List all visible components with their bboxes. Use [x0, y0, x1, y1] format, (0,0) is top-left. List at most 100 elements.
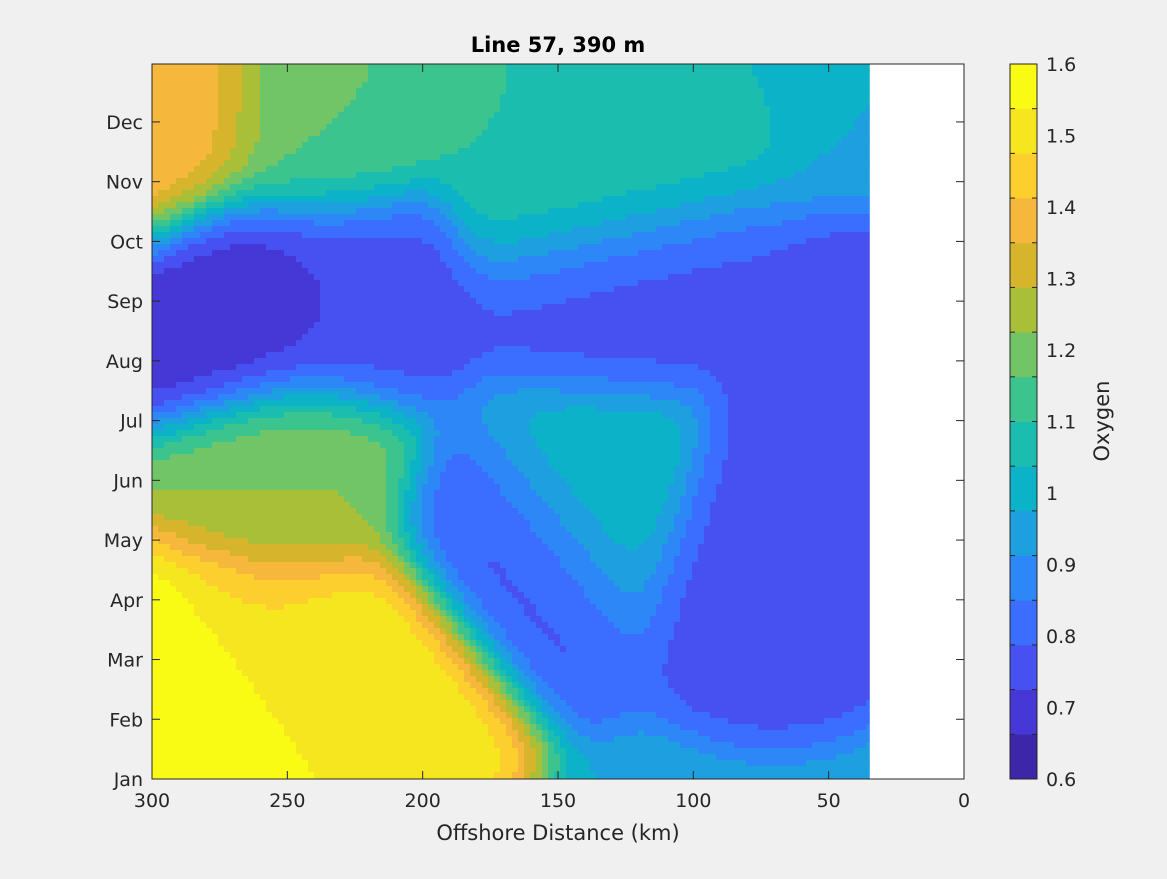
contour-cell — [698, 298, 705, 305]
contour-cell — [782, 202, 789, 209]
contour-cell — [566, 142, 573, 149]
contour-cell — [758, 88, 765, 95]
contour-cell — [356, 100, 363, 107]
contour-cell — [590, 142, 597, 149]
contour-cell — [428, 232, 435, 239]
contour-cell — [860, 250, 867, 257]
contour-cell — [416, 142, 423, 149]
contour-cell — [266, 310, 273, 317]
contour-cell — [764, 238, 771, 245]
contour-cell — [818, 220, 825, 227]
contour-cell — [572, 232, 579, 239]
contour-cell — [548, 184, 555, 191]
contour-cell — [338, 148, 345, 155]
contour-cell — [560, 286, 567, 293]
contour-cell — [656, 112, 663, 119]
contour-cell — [758, 280, 765, 287]
contour-cell — [680, 106, 687, 113]
contour-cell — [206, 88, 213, 95]
contour-cell — [776, 160, 783, 167]
contour-cell — [296, 172, 303, 179]
contour-cell — [524, 130, 531, 137]
contour-cell — [578, 280, 585, 287]
contour-cell — [260, 268, 267, 275]
contour-cell — [512, 178, 519, 185]
contour-cell — [806, 286, 813, 293]
contour-cell — [278, 118, 285, 125]
contour-cell — [638, 130, 645, 137]
contour-cell — [296, 106, 303, 113]
contour-cell — [728, 184, 735, 191]
contour-cell — [266, 256, 273, 263]
contour-cell — [368, 184, 375, 191]
contour-cell — [326, 256, 333, 263]
contour-cell — [500, 112, 507, 119]
contour-cell — [824, 304, 831, 311]
contour-cell — [218, 106, 225, 113]
contour-cell — [746, 82, 753, 89]
contour-cell — [770, 238, 777, 245]
contour-cell — [836, 190, 843, 197]
contour-cell — [326, 76, 333, 83]
contour-cell — [356, 184, 363, 191]
contour-cell — [596, 274, 603, 281]
contour-cell — [164, 244, 171, 251]
contour-cell — [482, 250, 489, 257]
contour-cell — [710, 214, 717, 221]
contour-cell — [530, 238, 537, 245]
contour-cell — [674, 214, 681, 221]
contour-cell — [572, 220, 579, 227]
contour-cell — [824, 238, 831, 245]
contour-cell — [170, 154, 177, 161]
contour-cell — [236, 88, 243, 95]
contour-cell — [386, 304, 393, 311]
contour-cell — [152, 268, 159, 275]
contour-cell — [476, 220, 483, 227]
contour-cell — [380, 154, 387, 161]
contour-cell — [440, 298, 447, 305]
contour-cell — [650, 196, 657, 203]
contour-cell — [152, 100, 159, 107]
contour-cell — [224, 184, 231, 191]
contour-cell — [704, 286, 711, 293]
contour-cell — [518, 256, 525, 263]
contour-cell — [704, 268, 711, 275]
contour-cell — [248, 268, 255, 275]
contour-cell — [398, 214, 405, 221]
contour-cell — [182, 148, 189, 155]
contour-cell — [308, 106, 315, 113]
contour-cell — [764, 280, 771, 287]
contour-cell — [434, 202, 441, 209]
contour-cell — [332, 256, 339, 263]
contour-cell — [338, 172, 345, 179]
contour-cell — [704, 100, 711, 107]
contour-cell — [602, 286, 609, 293]
contour-cell — [470, 190, 477, 197]
contour-cell — [860, 106, 867, 113]
contour-cell — [512, 70, 519, 77]
contour-cell — [650, 280, 657, 287]
contour-cell — [332, 130, 339, 137]
contour-cell — [542, 166, 549, 173]
contour-cell — [470, 64, 477, 71]
contour-cell — [860, 166, 867, 173]
contour-cell — [344, 160, 351, 167]
contour-cell — [572, 256, 579, 263]
contour-cell — [620, 88, 627, 95]
contour-cell — [290, 262, 297, 269]
contour-cell — [290, 82, 297, 89]
contour-cell — [176, 220, 183, 227]
contour-cell — [674, 262, 681, 269]
contour-cell — [452, 196, 459, 203]
contour-cell — [632, 262, 639, 269]
contour-cell — [656, 250, 663, 257]
contour-cell — [326, 226, 333, 233]
contour-cell — [842, 154, 849, 161]
contour-cell — [422, 274, 429, 281]
contour-cell — [212, 232, 219, 239]
contour-cell — [374, 130, 381, 137]
contour-cell — [602, 184, 609, 191]
contour-cell — [212, 178, 219, 185]
contour-cell — [278, 304, 285, 311]
contour-cell — [338, 118, 345, 125]
